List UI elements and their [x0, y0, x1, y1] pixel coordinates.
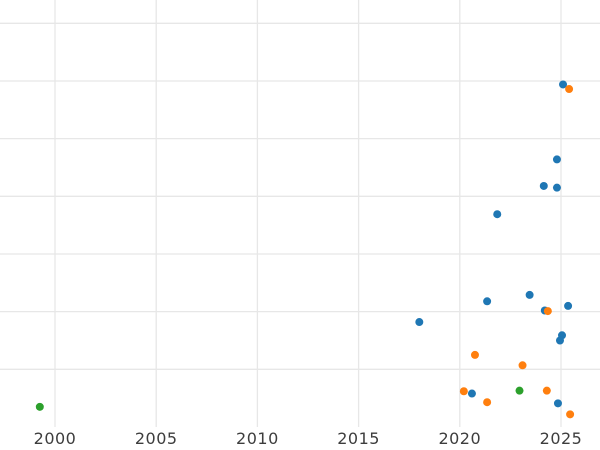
data-point-series-orange [459, 387, 468, 396]
data-point-series-green [35, 402, 44, 411]
data-point-series-orange [565, 85, 574, 94]
x-tick-label-2020: 2020 [438, 429, 482, 448]
data-point-series-blue [552, 183, 561, 192]
data-point-series-blue [555, 336, 564, 345]
data-point-series-blue [559, 80, 568, 89]
data-point-series-blue [483, 297, 492, 306]
data-point-series-green [515, 386, 524, 395]
x-tick-label-2025: 2025 [539, 429, 583, 448]
data-point-series-orange [518, 361, 527, 370]
data-point-series-blue [415, 318, 424, 327]
x-tick-label-2005: 2005 [134, 429, 178, 448]
data-point-series-orange [542, 386, 551, 395]
data-point-series-blue [552, 155, 561, 164]
data-point-series-blue [493, 210, 502, 219]
data-point-series-blue [564, 301, 573, 310]
data-point-series-orange [543, 307, 552, 316]
data-point-series-blue [553, 399, 562, 408]
data-point-series-orange [483, 398, 492, 407]
data-point-series-blue [525, 290, 534, 299]
data-point-series-orange [566, 410, 575, 419]
data-point-series-orange [470, 350, 479, 359]
x-tick-label-2000: 2000 [33, 429, 77, 448]
x-tick-label-2010: 2010 [236, 429, 279, 448]
data-point-series-blue [539, 181, 548, 190]
x-tick-label-2015: 2015 [337, 429, 380, 448]
data-point-series-blue [467, 389, 476, 398]
